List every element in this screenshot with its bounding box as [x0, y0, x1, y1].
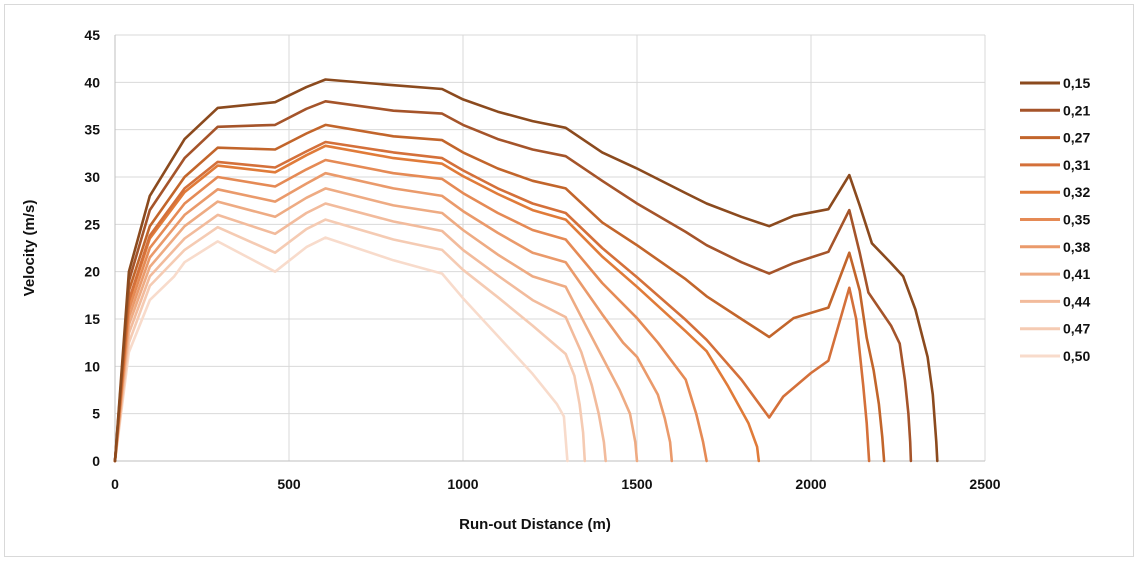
y-axis-title: Velocity (m/s) [21, 200, 38, 297]
legend-label: 0,44 [1063, 293, 1090, 309]
legend-label: 0,38 [1063, 239, 1090, 255]
series-line [113, 140, 871, 463]
series-line [113, 78, 939, 463]
legend-label: 0,31 [1063, 157, 1090, 173]
series-line [113, 187, 639, 463]
chart-area [4, 4, 1134, 557]
axes [114, 35, 985, 462]
legend-label: 0,21 [1063, 102, 1090, 118]
x-axis-title: Run-out Distance (m) [459, 516, 611, 533]
x-tick-label: 2000 [795, 476, 826, 492]
x-tick-label: 1500 [621, 476, 652, 492]
series-line [113, 236, 569, 463]
tick-labels: 0 500 1000 1500 2000 2500 0 5 10 15 20 25 30 35 40 45 [84, 27, 1000, 492]
y-tick-label: 45 [84, 27, 100, 43]
y-tick-label: 15 [84, 311, 100, 327]
legend-label: 0,47 [1063, 321, 1090, 337]
x-tick-label: 500 [277, 476, 301, 492]
y-tick-label: 35 [84, 122, 100, 138]
series-line [113, 144, 761, 463]
legend: 0,15 0,21 0,27 0,31 0,32 0,35 0,38 0,41 0,44 0,47… [1020, 75, 1090, 364]
series-line [113, 123, 886, 463]
series-line [113, 218, 587, 463]
legend-label: 0,35 [1063, 212, 1090, 228]
y-tick-label: 25 [84, 216, 100, 232]
x-tick-label: 0 [111, 476, 119, 492]
y-tick-label: 5 [92, 406, 100, 422]
series-line [113, 100, 913, 463]
legend-label: 0,15 [1063, 75, 1090, 91]
legend-label: 0,32 [1063, 184, 1090, 200]
series-line [113, 158, 708, 463]
y-tick-label: 20 [84, 264, 100, 280]
legend-label: 0,41 [1063, 266, 1090, 282]
series-line [113, 202, 607, 463]
series-line [113, 171, 674, 463]
x-tick-label: 2500 [969, 476, 1000, 492]
y-tick-label: 0 [92, 453, 100, 469]
legend-label: 0,27 [1063, 130, 1090, 146]
y-tick-label: 30 [84, 169, 100, 185]
y-tick-label: 10 [84, 358, 100, 374]
gridlines [115, 34, 986, 461]
x-tick-label: 1000 [447, 476, 478, 492]
legend-label: 0,50 [1063, 348, 1090, 364]
y-tick-label: 40 [84, 74, 100, 90]
series-lines [113, 78, 939, 463]
